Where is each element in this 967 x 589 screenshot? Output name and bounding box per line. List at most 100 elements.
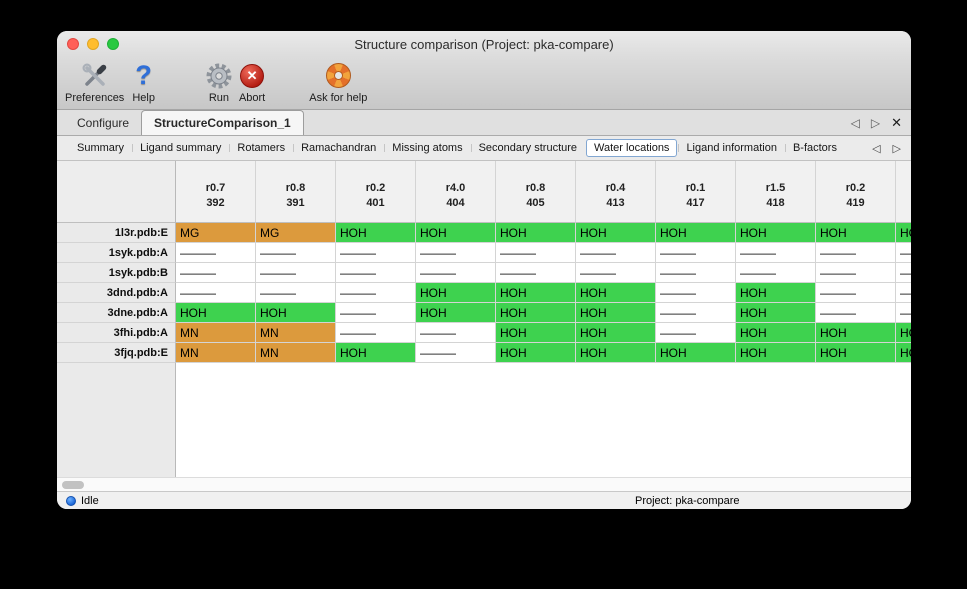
column-header[interactable]: r0.8 405 [496, 161, 576, 223]
subtab-summary[interactable]: Summary [77, 142, 125, 154]
row-header[interactable]: 1l3r.pdb:E [57, 223, 176, 243]
subtab-ligand-information[interactable]: Ligand information [678, 140, 785, 156]
subtab-ligand-summary[interactable]: Ligand summary [132, 140, 229, 156]
table-cell[interactable]: ——— [896, 303, 911, 323]
row-header[interactable]: 3fhi.pdb:A [57, 323, 176, 343]
table-cell[interactable]: HOH [576, 283, 656, 303]
subtab-ramachandran[interactable]: Ramachandran [293, 140, 384, 156]
run-button[interactable]: Run [205, 59, 233, 104]
table-cell[interactable]: MN [256, 323, 336, 343]
tab-close-icon[interactable]: ✕ [891, 114, 902, 130]
column-header[interactable]: r4.0 404 [416, 161, 496, 223]
table-cell[interactable]: ——— [816, 263, 896, 283]
table-cell[interactable]: ——— [656, 263, 736, 283]
column-header[interactable]: r1.5 418 [736, 161, 816, 223]
table-cell[interactable]: MG [176, 223, 256, 243]
row-header[interactable]: 3dne.pdb:A [57, 303, 176, 323]
table-cell[interactable]: HOH [496, 283, 576, 303]
table-cell[interactable]: ——— [656, 323, 736, 343]
tab-prev-icon[interactable]: ◁ [850, 115, 860, 130]
table-cell[interactable]: ——— [576, 263, 656, 283]
preferences-button[interactable]: Preferences [65, 59, 124, 104]
table-cell[interactable]: HOH [416, 283, 496, 303]
table-cell[interactable]: HOH [496, 323, 576, 343]
table-cell[interactable]: HOH [736, 303, 816, 323]
column-header[interactable]: r0.8 391 [256, 161, 336, 223]
subtab-b-factors[interactable]: B-factors [784, 140, 845, 156]
table-cell[interactable]: ——— [656, 243, 736, 263]
table-cell[interactable]: ——— [336, 243, 416, 263]
table-cell[interactable]: HOH [576, 303, 656, 323]
column-header[interactable]: r0.1 417 [656, 161, 736, 223]
subtab-next-icon[interactable]: ▷ [892, 142, 901, 155]
horizontal-scrollbar[interactable] [57, 477, 911, 491]
table-cell[interactable]: HOH [496, 223, 576, 243]
table-cell[interactable]: HOH [496, 303, 576, 323]
table-cell[interactable]: MN [256, 343, 336, 363]
subtab-water-locations[interactable]: Water locations [586, 139, 678, 157]
abort-button[interactable]: ✕ Abort [239, 59, 265, 104]
table-cell[interactable]: HOH [816, 223, 896, 243]
subtab-prev-icon[interactable]: ◁ [872, 142, 881, 155]
table-cell[interactable]: ——— [176, 283, 256, 303]
table-cell[interactable]: ——— [176, 263, 256, 283]
subtab-secondary-structure[interactable]: Secondary structure [470, 140, 585, 156]
table-cell[interactable]: ——— [896, 283, 911, 303]
table-cell[interactable]: HOH [336, 223, 416, 243]
row-header[interactable]: 1syk.pdb:B [57, 263, 176, 283]
table-cell[interactable]: ——— [416, 343, 496, 363]
table-cell[interactable]: ——— [736, 243, 816, 263]
zoom-window-button[interactable] [107, 38, 119, 50]
table-cell[interactable]: HOH [256, 303, 336, 323]
table-cell[interactable]: ——— [416, 243, 496, 263]
table-cell[interactable]: ——— [656, 283, 736, 303]
table-cell[interactable]: HOH [736, 223, 816, 243]
table-cell[interactable]: ——— [896, 263, 911, 283]
column-header[interactable]: r0.2 401 [336, 161, 416, 223]
table-cell[interactable]: ——— [176, 243, 256, 263]
table-cell[interactable]: HOH [416, 223, 496, 243]
ask-for-help-button[interactable]: Ask for help [309, 59, 367, 104]
table-cell[interactable]: HOH [496, 343, 576, 363]
column-header[interactable]: r0.2 419 [816, 161, 896, 223]
table-cell[interactable]: MN [176, 343, 256, 363]
tab-structurecomparison-1[interactable]: StructureComparison_1 [141, 110, 304, 135]
table-cell[interactable]: ——— [736, 263, 816, 283]
table-cell[interactable]: HOH [416, 303, 496, 323]
table-cell[interactable]: MN [176, 323, 256, 343]
table-cell[interactable]: HOH [896, 223, 911, 243]
table-cell[interactable]: ——— [656, 303, 736, 323]
table-cell[interactable]: ——— [336, 263, 416, 283]
table-cell[interactable]: ——— [256, 263, 336, 283]
table-cell[interactable]: HOH [656, 223, 736, 243]
column-header[interactable]: r0.4 413 [576, 161, 656, 223]
table-cell[interactable]: ——— [336, 283, 416, 303]
tab-next-icon[interactable]: ▷ [870, 115, 881, 130]
table-cell[interactable]: ——— [816, 303, 896, 323]
table-cell[interactable]: ——— [256, 243, 336, 263]
tab-configure[interactable]: Configure [77, 115, 130, 130]
row-header[interactable]: 3dnd.pdb:A [57, 283, 176, 303]
table-cell[interactable]: ——— [896, 243, 911, 263]
table-cell[interactable]: HOH [176, 303, 256, 323]
table-cell[interactable]: MG [256, 223, 336, 243]
table-cell[interactable]: HOH [736, 323, 816, 343]
table-cell[interactable]: ——— [336, 303, 416, 323]
row-header[interactable]: 3fjq.pdb:E [57, 343, 176, 363]
table-cell[interactable]: HOH [816, 343, 896, 363]
table-cell[interactable]: ——— [416, 323, 496, 343]
row-header[interactable]: 1syk.pdb:A [57, 243, 176, 263]
table-cell[interactable]: ——— [416, 263, 496, 283]
table-cell[interactable]: ——— [496, 263, 576, 283]
table-cell[interactable]: HOH [576, 323, 656, 343]
table-cell[interactable]: HOH [656, 343, 736, 363]
scrollbar-thumb[interactable] [62, 481, 84, 489]
column-header[interactable] [896, 161, 911, 223]
table-cell[interactable]: ——— [496, 243, 576, 263]
table-cell[interactable]: ——— [256, 283, 336, 303]
table-cell[interactable]: ——— [816, 283, 896, 303]
minimize-window-button[interactable] [87, 38, 99, 50]
table-cell[interactable]: ——— [336, 323, 416, 343]
table-cell[interactable]: HOH [576, 343, 656, 363]
subtab-rotamers[interactable]: Rotamers [229, 140, 293, 156]
